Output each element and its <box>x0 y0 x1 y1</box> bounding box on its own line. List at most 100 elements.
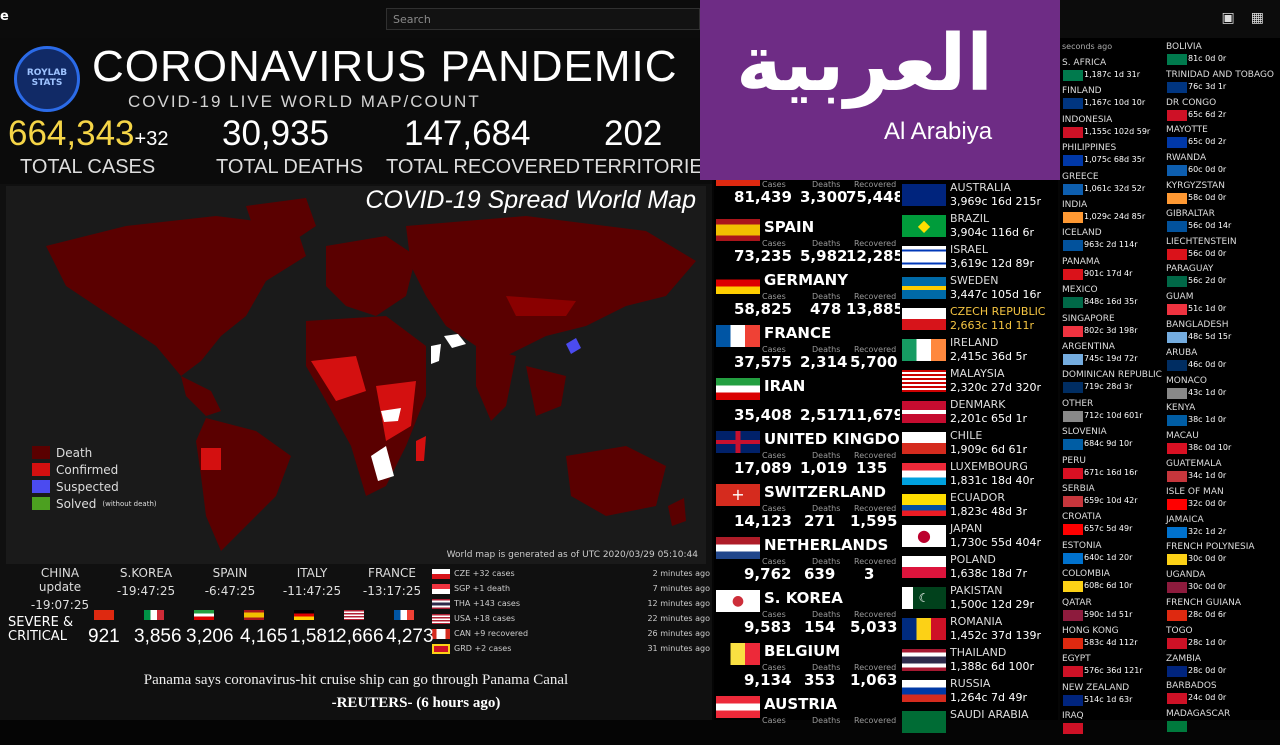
flag-ireland <box>902 339 946 361</box>
country-flag <box>1167 498 1187 510</box>
country-row: OTHER 712c 10d 601r <box>1060 399 1164 427</box>
country-flag <box>1167 220 1187 232</box>
camera-icon[interactable]: ▣ <box>1221 10 1235 26</box>
country-row: GERMANY Cases Deaths Recovered 58,825 478 13… <box>714 268 904 321</box>
country-name: MAYOTTE <box>1166 125 1208 136</box>
country-row: FINLAND 1,167c 10d 10r <box>1060 86 1164 114</box>
flag-germany <box>294 610 314 620</box>
legend-death: Death <box>32 444 157 461</box>
country-name: IRAQ <box>1062 711 1084 722</box>
country-values: 1,155c 102d 59r <box>1084 126 1151 136</box>
country-values: 30c 0d 0r <box>1188 554 1227 564</box>
country-row: SAUDI ARABIA <box>900 707 1058 738</box>
country-row: BOLIVIA 81c 0d 0r <box>1164 42 1268 70</box>
country-values: 38c 1d 0r <box>1188 415 1227 425</box>
country-row: GUAM 51c 1d 0r <box>1164 292 1268 320</box>
country-row: NETHERLANDS Cases Deaths Recovered 9,762 63… <box>714 533 900 586</box>
country-flag <box>1063 439 1083 451</box>
country-row: CZECH REPUBLIC 2,663c 11d 11r <box>900 304 1058 335</box>
country-row: DR CONGO 65c 6d 2r <box>1164 98 1268 126</box>
country-flag <box>1167 193 1187 204</box>
country-row: FRANCE Cases Deaths Recovered 37,575 2,314 5… <box>714 321 900 374</box>
news-headline[interactable]: Panama says coronavirus-hit cruise ship … <box>143 672 569 688</box>
country-row: IRAN 35,408 2,517 11,679 <box>714 374 904 427</box>
country-flag <box>1167 387 1187 399</box>
country-name: INDIA <box>1062 200 1088 210</box>
country-values: 848c 16d 35r <box>1084 297 1138 307</box>
country-row: EGYPT 576c 36d 121r <box>1060 654 1164 682</box>
critical-value: 3,856 <box>134 626 182 647</box>
country-values: 48c 5d 15r <box>1188 332 1232 341</box>
time-china: CHINA update -19:07:25 <box>30 566 90 612</box>
flag-denmark <box>902 401 946 423</box>
country-name: PERU <box>1062 455 1086 466</box>
country-values: 671c 16d 16r <box>1084 467 1138 477</box>
country-values: 38c 0d 10r <box>1188 443 1232 453</box>
country-row: FRENCH POLYNESIA 30c 0d 0r <box>1164 542 1268 570</box>
country-flag <box>1063 155 1083 167</box>
country-values: 608c 6d 10r <box>1084 581 1133 591</box>
country-values: 590c 1d 51r <box>1084 609 1133 619</box>
search-input[interactable]: Search <box>386 8 700 30</box>
flag-spain <box>244 610 264 620</box>
flag-china <box>716 176 760 186</box>
country-row: Cases Deaths Recovered 81,439 3,300 75,448 <box>714 176 904 229</box>
country-row: SPAIN Cases Deaths Recovered 73,235 5,982 12… <box>714 215 904 268</box>
country-row: ESTONIA 640c 1d 20r <box>1060 541 1164 569</box>
flag-japan: ● <box>902 525 946 547</box>
country-name: MEXICO <box>1062 285 1098 296</box>
flag-brazil: ◆ <box>902 215 946 237</box>
country-row: MONACO 43c 1d 0r <box>1164 376 1268 404</box>
country-values: 719c 28d 3r <box>1084 382 1133 392</box>
world-map: COVID-19 Spread World Map Death Confirme… <box>6 186 706 564</box>
country-row: KENYA 38c 1d 0r <box>1164 403 1268 431</box>
country-row: BANGLADESH 48c 5d 15r <box>1164 320 1268 348</box>
country-flag <box>1063 382 1083 394</box>
country-name: SINGAPORE <box>1062 313 1115 324</box>
country-values: 28c 0d 0r <box>1188 665 1227 675</box>
country-times: CHINA update -19:07:25 S.KOREA -19:47:25 S… <box>0 566 430 612</box>
country-values: 60c 0d 0r <box>1188 165 1227 175</box>
map-legend: Death Confirmed Suspected Solved (without… <box>32 444 157 512</box>
country-row: PARAGUAY 56c 2d 0r <box>1164 264 1268 292</box>
country-name: GUAM <box>1166 292 1194 303</box>
legend-swatch-confirmed <box>32 463 50 476</box>
country-row: PERU 671c 16d 16r <box>1060 456 1164 484</box>
country-row: GIBRALTAR 56c 0d 14r <box>1164 209 1268 237</box>
country-row: COLOMBIA 608c 6d 10r <box>1060 569 1164 597</box>
country-values: 657c 5d 49r <box>1084 524 1133 534</box>
country-name: ZAMBIA <box>1166 653 1202 664</box>
country-flag <box>1167 721 1187 733</box>
country-values: 34c 1d 0r <box>1188 471 1227 480</box>
flag-usa <box>432 613 450 624</box>
country-name: BANGLADESH <box>1166 320 1229 330</box>
flag-south-korea: ● <box>716 590 760 612</box>
flag-chile <box>902 432 946 454</box>
country-name: PHILIPPINES <box>1062 143 1117 154</box>
flag-grenada <box>432 643 450 654</box>
country-values: 30c 0d 0r <box>1188 582 1227 592</box>
country-flag <box>1063 297 1083 309</box>
country-flag <box>1063 467 1083 479</box>
map-title: COVID-19 Spread World Map <box>365 186 696 214</box>
country-flag <box>1063 666 1083 678</box>
country-row: CHILE 1,909c 6d 61r <box>900 428 1058 459</box>
country-name: HONG KONG <box>1062 626 1119 636</box>
country-row: ZAMBIA 28c 0d 0r <box>1164 654 1268 682</box>
country-values: 32c 0d 0r <box>1188 498 1227 508</box>
flag-ecuador <box>902 494 946 516</box>
territories-label: TERRITORIES <box>582 156 717 178</box>
apps-grid-icon[interactable]: ▦ <box>1250 10 1264 26</box>
flag-israel <box>902 246 946 268</box>
flag-thailand <box>902 649 946 671</box>
flag-usa <box>344 610 364 620</box>
country-row: MACAU 38c 0d 10r <box>1164 431 1268 459</box>
country-flag <box>1167 554 1187 566</box>
page-subtitle: COVID-19 LIVE WORLD MAP/COUNT <box>128 92 481 111</box>
country-values: 46c 0d 0r <box>1188 359 1227 369</box>
country-row: RWANDA 60c 0d 0r <box>1164 153 1268 181</box>
country-name: OTHER <box>1062 398 1094 409</box>
country-values: 901c 17d 4r <box>1084 268 1133 278</box>
site-logo[interactable]: e <box>0 9 9 24</box>
country-name: BARBADOS <box>1166 681 1217 692</box>
